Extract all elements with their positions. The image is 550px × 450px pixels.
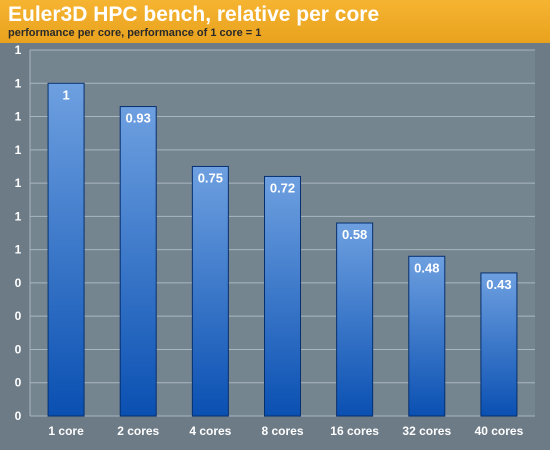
x-tick-label: 40 cores: [475, 424, 524, 438]
bar-value-label: 0.75: [198, 170, 223, 185]
x-tick-label: 4 cores: [189, 424, 231, 438]
chart-header: Euler3D HPC bench, relative per core per…: [0, 0, 550, 43]
bar: [480, 272, 518, 417]
y-tick-label: 0: [15, 376, 22, 390]
chart-subtitle: performance per core, performance of 1 c…: [8, 27, 262, 39]
bar: [264, 175, 301, 417]
y-tick-label: 1: [15, 110, 22, 124]
y-tick-label: 0: [15, 309, 22, 323]
bar: [119, 106, 157, 417]
bar-value-label: 0.58: [342, 227, 367, 242]
bars: 1 0.93 0.75 0.72 0.58 0.48 0.43: [47, 82, 518, 417]
y-tick-label: 1: [15, 43, 22, 57]
y-tick-label: 0: [15, 342, 22, 356]
x-axis: 1 core 2 cores 4 cores 8 cores 16 cores 32 co…: [48, 424, 523, 438]
bar-value-label: 1: [62, 87, 69, 102]
y-tick-label: 1: [15, 176, 22, 190]
y-tick-label: 1: [15, 143, 22, 157]
x-tick-label: 1 core: [48, 424, 84, 438]
y-tick-label: 1: [15, 209, 22, 223]
x-tick-label: 2 cores: [117, 424, 159, 438]
y-tick-label: 0: [15, 409, 22, 423]
bar-value-label: 0.48: [414, 260, 439, 275]
x-tick-label: 32 cores: [402, 424, 451, 438]
bar-value-label: 0.43: [486, 277, 511, 292]
x-tick-label: 8 cores: [261, 424, 303, 438]
y-tick-label: 1: [15, 76, 22, 90]
y-tick-label: 1: [15, 243, 22, 257]
x-tick-label: 16 cores: [330, 424, 379, 438]
y-tick-label: 0: [15, 276, 22, 290]
bar: [47, 82, 85, 417]
y-axis: 0 0 0 0 0 1 1 1 1 1 1 1: [15, 43, 31, 423]
bar: [408, 255, 446, 417]
bar: [336, 222, 374, 417]
bar-value-label: 0.72: [270, 180, 295, 195]
bar-value-label: 0.93: [126, 111, 151, 126]
chart-title: Euler3D HPC bench, relative per core: [8, 3, 380, 26]
bar: [191, 165, 229, 417]
